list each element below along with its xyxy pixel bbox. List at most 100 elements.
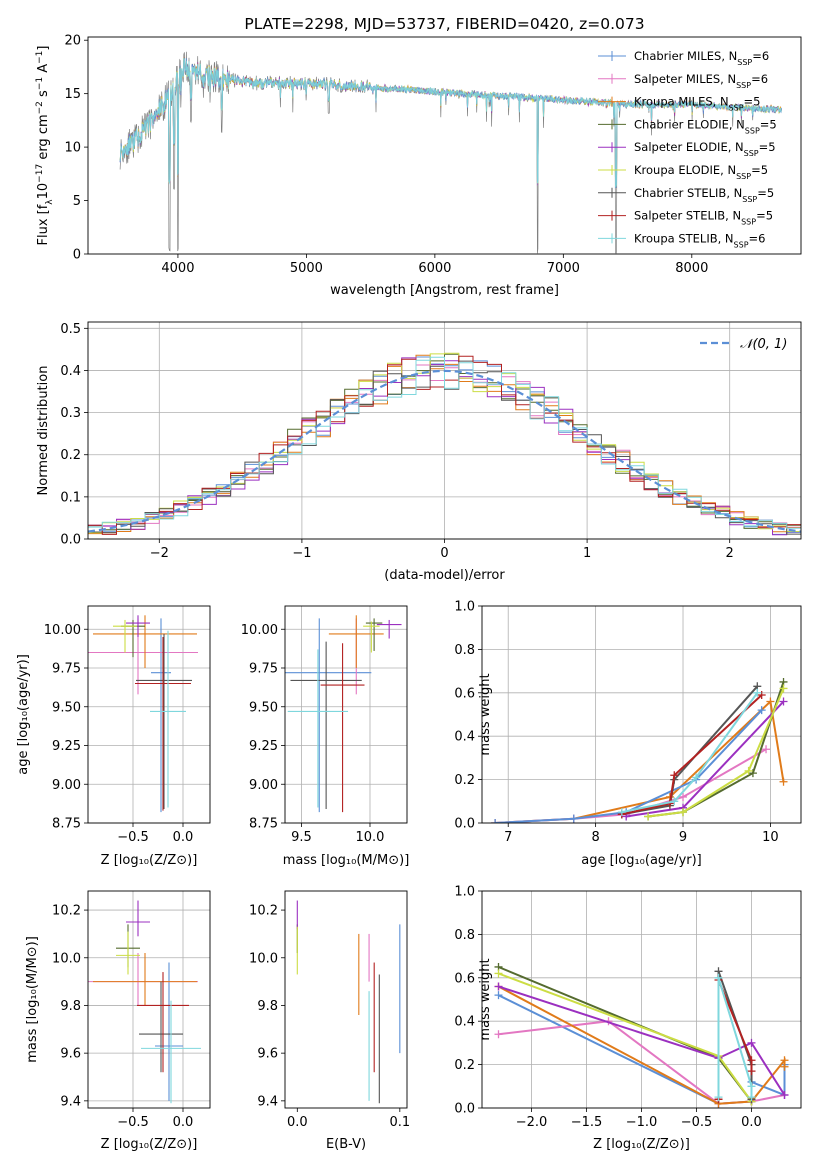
y-tick-label: 8.75: [52, 817, 81, 832]
x-tick-label: −0.5: [681, 1115, 713, 1130]
y-tick-label: 9.50: [52, 700, 81, 715]
axes-border: [87, 36, 802, 255]
label-part: SSP: [734, 240, 749, 249]
series-chabrier_stelib: [617, 682, 762, 819]
errorbar-salpeter_miles: [88, 953, 198, 1006]
label-part: s: [36, 90, 51, 101]
x-tick-label: −1: [292, 546, 311, 561]
data-point: [747, 1093, 756, 1102]
x-axis-label: E(B-V): [326, 1137, 366, 1152]
axes-frame: 7 8 9 10 0.0 0.2 0.4 0.6 0.8 1.0: [454, 600, 802, 845]
label-part: Kroupa MILES, N: [634, 95, 729, 109]
y-tick-label: 15: [64, 87, 81, 102]
panel-3: −0.5 0.0 8.75 9.00 9.25 9.50 9.75 10.00 Z [log₁₀…: [16, 605, 211, 868]
legend-entry: Kroupa ELODIE, NSSP=5: [634, 163, 768, 181]
panel-6: −0.5 0.0 9.4 9.6 9.8 10.0 10.2 Z [log₁₀(Z/Z⊙)] m…: [25, 890, 211, 1152]
label-part: Chabrier STELIB, N: [634, 186, 742, 200]
y-tick-label: 9.00: [52, 778, 81, 793]
label-part: −2: [35, 101, 45, 114]
data-point: [779, 697, 788, 706]
label-part: λ: [45, 199, 55, 205]
data-point: [747, 1038, 756, 1047]
errorbar-chabrier_stelib: [290, 641, 362, 810]
y-axis-label: mass weight: [478, 673, 493, 755]
y-tick-label: 9.00: [249, 778, 278, 793]
label-part: SSP: [745, 126, 760, 135]
data-point: [744, 766, 753, 775]
series-salpeter_stelib: [714, 975, 756, 1104]
plot-area: [296, 900, 401, 1104]
y-axis-label: mass weight: [478, 958, 493, 1040]
label-part: =5: [744, 95, 761, 109]
axes-frame: 4000 5000 6000 7000 8000 0 5 10 15 20: [64, 34, 802, 276]
errorbar-salpeter_elodie: [376, 619, 402, 639]
label-part: SSP: [744, 149, 759, 158]
axes-frame: −0.5 0.0 9.4 9.6 9.8 10.0 10.2: [52, 890, 211, 1130]
data-point: [766, 697, 775, 706]
label-part: SSP: [737, 58, 752, 67]
data-point: [644, 812, 653, 821]
y-tick-label: 0.5: [60, 322, 81, 337]
errorbar-kroupa_elodie: [363, 621, 380, 653]
label-part: SSP: [742, 194, 757, 203]
y-tick-label: 0.3: [60, 406, 81, 421]
axes-border: [284, 890, 408, 1109]
y-tick-label: 10: [64, 141, 81, 156]
data-point: [747, 1082, 756, 1091]
data-point: [494, 991, 503, 1000]
x-tick-label: 8000: [675, 261, 708, 276]
errorbar-salpeter_elodie: [126, 615, 150, 637]
y-tick-label: 0.8: [454, 643, 475, 658]
axes-frame: −2.0 −1.5 −1.0 −0.5 0.0 0.0 0.2 0.4 0.6 0.8 1.0: [454, 885, 802, 1130]
legend-entry: Kroupa STELIB, NSSP=6: [634, 231, 765, 249]
x-tick-label: 10: [762, 830, 779, 845]
label-part: =6: [752, 49, 769, 63]
y-tick-label: 10.00: [44, 623, 81, 638]
data-point: [714, 1093, 723, 1102]
x-tick-label: 2: [726, 546, 734, 561]
panel-8: −2.0 −1.5 −1.0 −0.5 0.0 0.0 0.2 0.4 0.6 0.8 1.0 Z […: [454, 885, 802, 1152]
errorbar-salpeter_elodie: [126, 900, 150, 937]
x-tick-label: −0.5: [117, 830, 149, 845]
errorbar-chabrier_stelib: [136, 633, 192, 810]
y-tick-label: 10.0: [249, 951, 278, 966]
y-tick-label: 9.6: [257, 1047, 278, 1062]
data-point: [617, 808, 626, 817]
x-tick-label: 0.0: [287, 1115, 308, 1130]
x-axis-label: wavelength [Angstrom, rest frame]: [330, 283, 559, 298]
y-tick-label: 9.4: [60, 1094, 81, 1109]
legend-entry: Salpeter STELIB, NSSP=5: [634, 209, 773, 227]
errorbar-chabrier_stelib: [139, 981, 183, 1073]
y-tick-label: 0.0: [60, 533, 81, 548]
y-tick-label: 0.4: [60, 364, 81, 379]
plot-area: [119, 51, 782, 254]
errorbar-kroupa_elodie: [116, 931, 140, 975]
label-part: ]: [36, 46, 51, 51]
x-axis-label: Z [log₁₀(Z/Z⊙)]: [101, 1137, 198, 1152]
label-part: Flux [f: [36, 204, 51, 245]
x-tick-label: 5000: [290, 261, 323, 276]
x-tick-label: 0.1: [389, 1115, 410, 1130]
model-spectrum-kroupa_stelib: [119, 57, 782, 188]
x-tick-label: 0: [440, 546, 448, 561]
axes-frame: 0.0 0.1 9.4 9.6 9.8 10.0 10.2: [249, 890, 410, 1130]
series-line: [621, 694, 763, 816]
series-line: [717, 977, 753, 1098]
y-tick-label: 5: [73, 194, 81, 209]
plot-area: [88, 352, 801, 536]
y-tick-label: 0.4: [454, 730, 475, 745]
series-line: [621, 692, 759, 814]
x-tick-label: 0.0: [173, 1115, 194, 1130]
label-part: 10: [36, 183, 51, 200]
y-tick-label: 0.2: [454, 1058, 475, 1073]
y-tick-label: 10.2: [249, 904, 278, 919]
errorbar-kroupa_miles: [93, 615, 197, 668]
axes-border: [87, 605, 211, 824]
label-part: =5: [756, 209, 773, 223]
data-point: [494, 1030, 503, 1039]
label-part: =5: [751, 163, 768, 177]
y-tick-label: 9.8: [257, 999, 278, 1014]
legend-entry: Salpeter MILES, NSSP=6: [634, 72, 768, 90]
chart-title: PLATE=2298, MJD=53737, FIBERID=0420, z=0…: [244, 15, 644, 33]
x-tick-label: −1.5: [571, 1115, 603, 1130]
